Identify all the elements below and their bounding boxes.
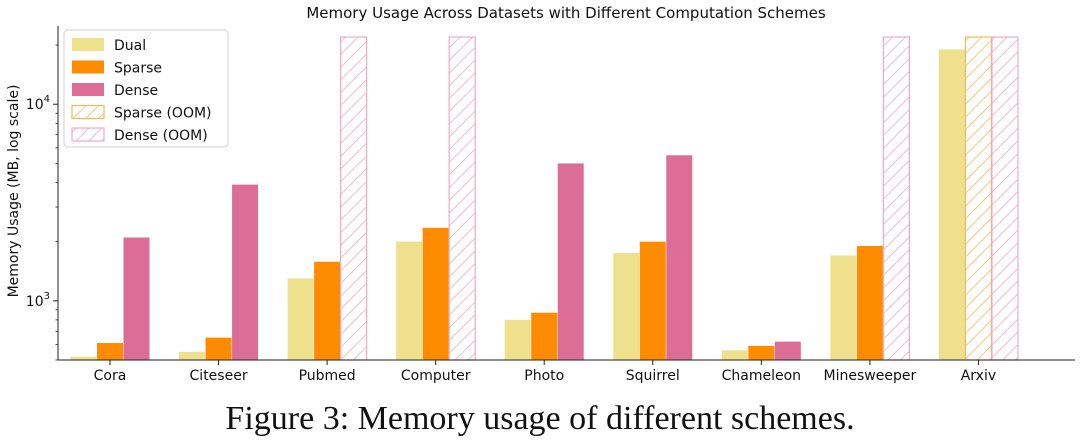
bar-dual-pubmed: [287, 278, 314, 360]
bar-sparse-cora: [97, 343, 123, 360]
y-axis-label: Memory Usage (MB, log scale): [6, 85, 22, 298]
bar-sparse-squirrel: [639, 241, 666, 360]
legend: Dual Sparse Dense Sparse (OOM) Dense (OOM): [63, 29, 229, 148]
legend-label-dual: Dual: [114, 38, 146, 54]
bar-dense-oom-computer: [448, 36, 476, 361]
bar-sparse-oom-arxiv: [964, 36, 993, 361]
y-tick-label-1000: 103: [26, 291, 50, 310]
x-tick-label-computer: Computer: [401, 368, 471, 384]
bar-dual-squirrel: [613, 253, 640, 360]
x-tick-label-cora: Cora: [94, 368, 127, 384]
bar-dense-oom-pubmed: [340, 36, 368, 361]
bar-dual-minesweeper: [830, 255, 857, 360]
legend-swatch-dense-oom: [71, 127, 105, 142]
legend-swatch-sparse-oom: [71, 104, 105, 120]
legend-label-dense-oom: Dense (OOM): [114, 128, 208, 144]
bar-dual-chameleon: [721, 350, 748, 360]
x-tick-label-arxiv: Arxiv: [961, 368, 996, 384]
legend-label-sparse: Sparse: [114, 61, 162, 77]
x-tick-label-minesweeper: Minesweeper: [824, 368, 917, 384]
bar-dual-citeseer: [179, 351, 206, 360]
legend-box: [63, 29, 229, 148]
bar-sparse-chameleon: [748, 345, 775, 360]
chart-title: Memory Usage Across Datasets with Differ…: [306, 4, 826, 22]
memory-usage-chart: Memory Usage Across Datasets with Differ…: [6, 4, 1075, 384]
x-tick-label-citeseer: Citeseer: [190, 368, 248, 384]
legend-swatch-dense: [72, 83, 104, 96]
legend-label-dense: Dense: [114, 83, 158, 99]
bar-sparse-minesweeper: [856, 246, 883, 360]
x-tick-label-chameleon: Chameleon: [722, 368, 801, 384]
bar-dense-squirrel: [666, 155, 693, 360]
bar-dual-arxiv: [938, 49, 965, 361]
bar-sparse-photo: [531, 312, 558, 360]
bar-dense-chameleon: [774, 341, 801, 360]
bar-sparse-pubmed: [314, 261, 341, 360]
bar-dense-oom-arxiv: [991, 36, 1019, 361]
bar-dense-oom-minesweeper: [882, 36, 910, 361]
bar-dense-citeseer: [232, 184, 259, 360]
x-tick-label-photo: Photo: [524, 368, 564, 384]
bar-dual-computer: [396, 241, 423, 360]
legend-swatch-sparse: [72, 60, 104, 74]
bar-dual-photo: [504, 319, 531, 360]
bar-dense-cora: [123, 237, 150, 360]
legend-swatch-dual: [72, 38, 104, 51]
x-tick-label-squirrel: Squirrel: [626, 368, 680, 384]
bar-dual-cora: [70, 356, 97, 360]
legend-label-sparse-oom: Sparse (OOM): [114, 106, 212, 122]
x-tick-label-pubmed: Pubmed: [299, 368, 356, 384]
y-tick-label-10000: 104: [26, 94, 50, 113]
axes-layer: Cora Citeseer Pubmed Computer Photo Squirrel C…: [26, 26, 1075, 384]
bars-layer: [70, 36, 1019, 361]
bar-sparse-citeseer: [205, 337, 232, 360]
bar-dense-photo: [557, 163, 584, 360]
bar-sparse-computer: [422, 227, 449, 360]
figure-caption: Figure 3: Memory usage of different sche…: [225, 400, 855, 437]
